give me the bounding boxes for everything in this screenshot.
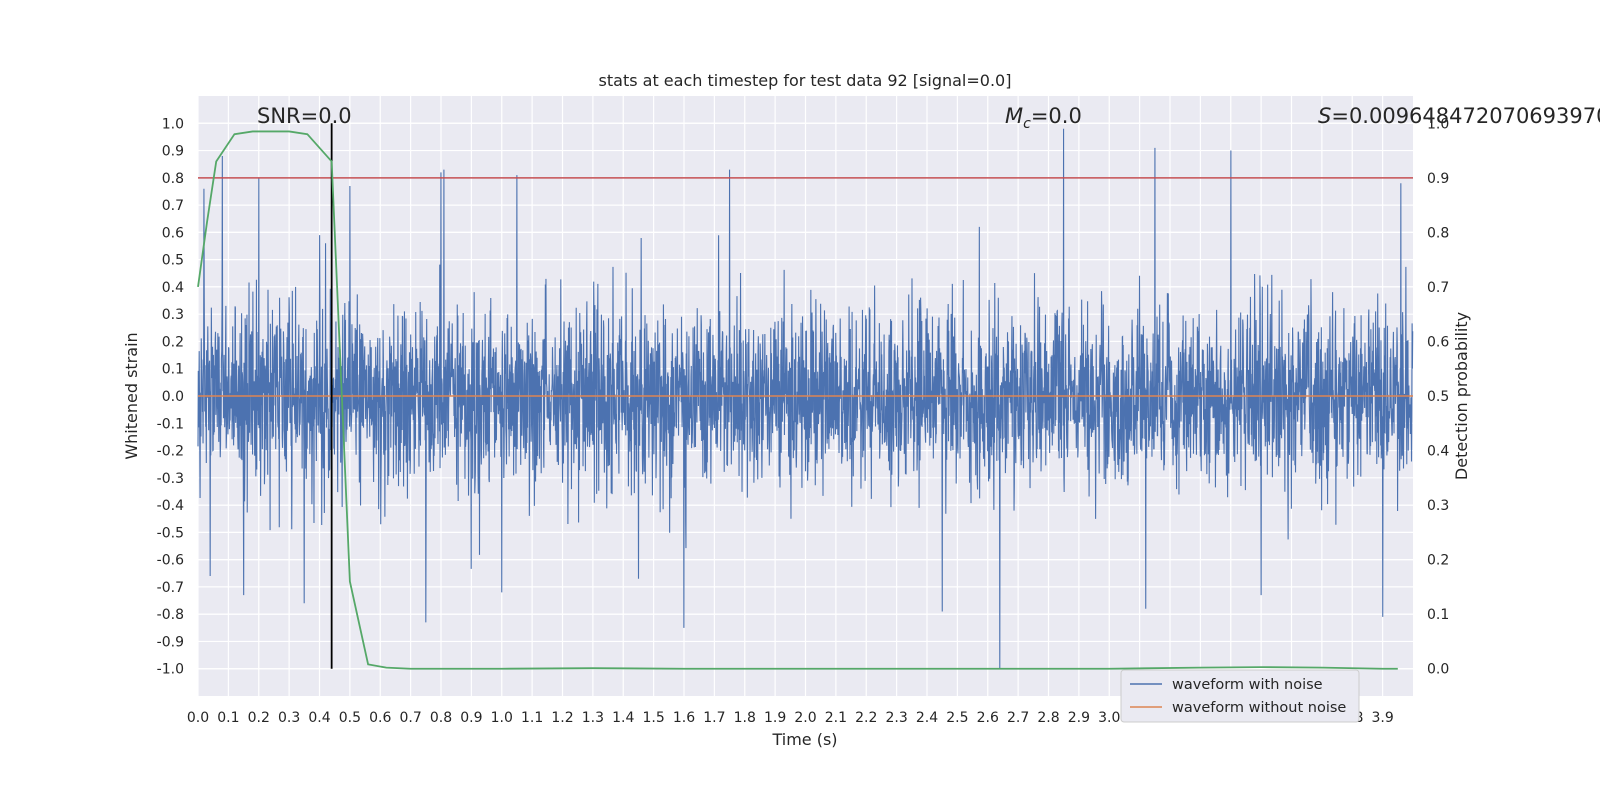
y-tick-label-left: 0.1 [162,362,184,378]
y-tick-label-left: -0.1 [157,416,184,432]
y-tick-label-left: -1.0 [157,662,184,678]
x-tick-label: 2.6 [977,710,999,726]
x-tick-label: 0.7 [399,710,421,726]
y-tick-label-left: 0.7 [162,198,184,214]
x-tick-label: 0.8 [430,710,452,726]
overlay-series [197,123,1413,670]
y-tick-label-right: 0.1 [1427,607,1449,623]
x-tick-label: 1.4 [612,710,634,726]
y-tick-label-left: -0.9 [157,634,184,650]
x-tick-label: 0.9 [460,710,482,726]
x-tick-label: 2.3 [885,710,907,726]
x-axis-label: Time (s) [771,730,837,749]
y-tick-label-left: -0.8 [157,607,184,623]
detection-probability-line [197,130,1398,670]
y-axis-label-right: Detection probability [1452,312,1471,480]
y-tick-label-left: 0.5 [162,253,184,269]
x-tick-label: 2.4 [916,710,938,726]
legend-label-noise: waveform with noise [1172,677,1323,693]
y-tick-label-left: -0.5 [157,525,184,541]
legend-label-clean: waveform without noise [1172,700,1346,716]
y-tick-label-right: 0.7 [1427,280,1449,296]
mc-annotation: Mc=0.0 [1005,104,1082,132]
x-tick-label: 2.7 [1007,710,1029,726]
snr-annotation: SNR=0.0 [257,104,352,128]
x-tick-label: 2.0 [794,710,816,726]
y-tick-label-left: 0.0 [162,389,184,405]
legend: waveform with noise waveform without noi… [1120,669,1360,723]
y-tick-label-left: 0.4 [162,280,184,296]
x-tick-label: 1.2 [551,710,573,726]
x-tick-label: 1.9 [764,710,786,726]
x-tick-label: 1.0 [491,710,513,726]
y-tick-label-right: 0.4 [1427,444,1449,460]
y-tick-label-left: 1.0 [162,116,184,132]
y-tick-label-right: 0.8 [1427,225,1449,241]
x-tick-label: 0.3 [278,710,300,726]
y-tick-label-right: 1.0 [1427,116,1449,132]
s-annotation: S=0.009648472070693970 [1318,104,1600,128]
y-tick-label-right: 0.2 [1427,553,1449,569]
x-tick-label: 3.9 [1371,710,1393,726]
y-tick-label-left: 0.9 [162,144,184,160]
y-axis-label-left: Whitened strain [122,332,141,459]
x-tick-label: 0.0 [187,710,209,726]
y-tick-label-left: -0.7 [157,580,184,596]
y-tick-label-right: 0.9 [1427,171,1449,187]
x-tick-label: 0.6 [369,710,391,726]
y-tick-label-left: -0.2 [157,444,184,460]
x-tick-label: 1.6 [673,710,695,726]
x-tick-label: 0.4 [308,710,330,726]
x-tick-label: 2.2 [855,710,877,726]
x-tick-label: 1.8 [734,710,756,726]
x-tick-label: 2.9 [1068,710,1090,726]
x-tick-label: 0.2 [248,710,270,726]
y-tick-label-right: 0.5 [1427,389,1449,405]
y-tick-label-left: -0.3 [157,471,184,487]
x-tick-label: 1.5 [642,710,664,726]
waveform-with-noise-series [197,128,1414,669]
x-tick-label: 0.1 [217,710,239,726]
x-tick-label: 2.5 [946,710,968,726]
y-tick-label-right: 0.0 [1427,662,1449,678]
chart-title: stats at each timestep for test data 92 … [599,71,1012,90]
x-tick-label: 1.7 [703,710,725,726]
x-tick-label: 1.1 [521,710,543,726]
y-tick-label-right: 0.3 [1427,498,1449,514]
x-tick-label: 1.3 [582,710,604,726]
y-tick-label-right: 0.6 [1427,334,1449,350]
y-tick-label-left: 0.3 [162,307,184,323]
x-tick-label: 3.0 [1098,710,1120,726]
x-tick-label: 0.5 [339,710,361,726]
y-tick-label-left: 0.6 [162,225,184,241]
waveform-with-noise-line [197,128,1414,669]
x-tick-label: 2.1 [825,710,847,726]
y-tick-label-left: 0.2 [162,334,184,350]
y-tick-label-left: -0.4 [157,498,184,514]
y-tick-label-left: 0.8 [162,171,184,187]
y-tick-label-left: -0.6 [157,553,184,569]
x-tick-label: 2.8 [1037,710,1059,726]
legend-box [1120,669,1360,723]
